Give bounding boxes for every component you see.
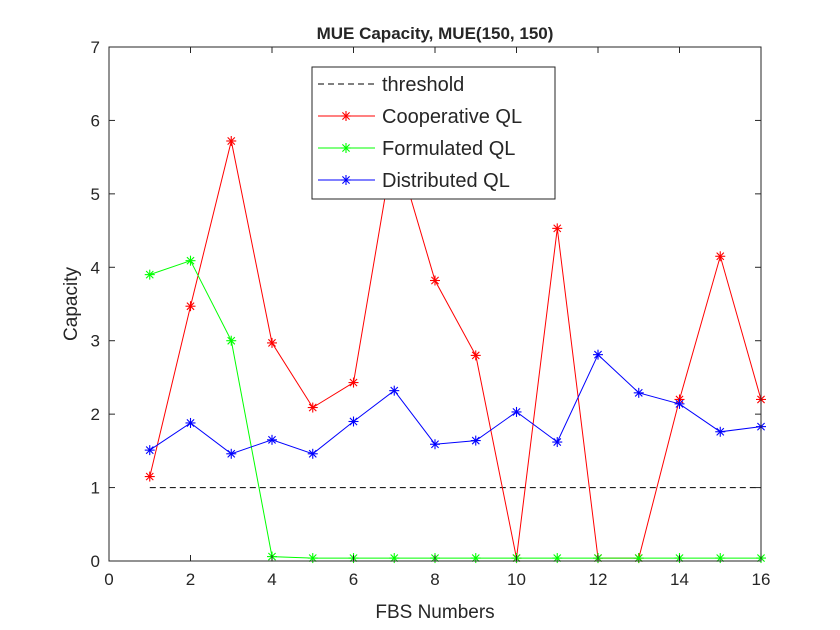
legend-marker (341, 111, 351, 121)
x-tick-label: 8 (430, 570, 439, 589)
data-point (348, 377, 359, 388)
data-point (715, 553, 726, 564)
legend-item: Distributed QL (318, 170, 510, 192)
y-tick-label: 0 (91, 552, 100, 571)
data-point (633, 387, 644, 398)
data-point (552, 553, 563, 564)
x-tick-label: 14 (670, 570, 689, 589)
x-axis-label: FBS Numbers (375, 602, 494, 623)
data-point (470, 350, 481, 361)
y-tick-label: 1 (91, 479, 100, 498)
x-tick-label: 16 (752, 570, 771, 589)
x-tick-label: 10 (507, 570, 526, 589)
x-tick-label: 6 (349, 570, 358, 589)
series-line (149, 140, 762, 559)
legend-item: threshold (318, 74, 464, 96)
data-point (674, 398, 685, 409)
data-point (430, 439, 440, 450)
y-tick-label: 4 (91, 258, 100, 277)
data-point (267, 337, 277, 348)
data-point (470, 553, 481, 564)
data-point (144, 471, 155, 482)
series-line (149, 260, 761, 559)
data-point (226, 135, 237, 146)
y-tick-label: 6 (91, 111, 100, 130)
data-point (633, 553, 644, 564)
legend: threshold Cooperative QL Formulated QL Dist… (311, 66, 556, 200)
data-point (389, 553, 400, 564)
data-point (470, 435, 481, 446)
y-tick-label: 7 (91, 38, 100, 57)
x-tick-label: 2 (186, 570, 195, 589)
data-point (185, 417, 196, 428)
y-tick-label: 3 (91, 332, 100, 351)
chart-title: MUE Capacity, MUE(150, 150) (317, 24, 554, 43)
data-point (593, 349, 603, 360)
series-line (149, 353, 762, 455)
data-point (307, 553, 318, 564)
data-point (185, 255, 196, 266)
legend-item: Cooperative QL (318, 106, 522, 128)
data-point (185, 301, 196, 312)
data-point (511, 406, 522, 417)
data-point (430, 275, 440, 286)
data-point (226, 448, 237, 459)
legend-marker (341, 143, 351, 153)
legend-marker (341, 175, 351, 185)
y-tick-label: 5 (91, 185, 100, 204)
data-point (348, 416, 359, 427)
data-point (307, 402, 318, 413)
legend-label: threshold (382, 74, 464, 96)
data-point (552, 437, 563, 448)
y-axis-label: Capacity (61, 267, 82, 341)
legend-label: Formulated QL (382, 138, 515, 160)
data-point (144, 269, 155, 280)
data-point (552, 223, 563, 234)
data-point (307, 448, 318, 459)
data-point (715, 251, 726, 262)
legend-item: Formulated QL (318, 138, 515, 160)
legend-label: Distributed QL (382, 170, 510, 192)
x-tick-label: 12 (589, 570, 608, 589)
legend-label: Cooperative QL (382, 106, 522, 128)
data-point (226, 335, 237, 346)
data-point (389, 385, 400, 396)
data-point (267, 434, 277, 445)
x-tick-label: 0 (104, 570, 113, 589)
series-distributed-ql (144, 349, 766, 459)
y-tick-label: 2 (91, 405, 100, 424)
data-point (715, 426, 726, 437)
legend-box (311, 66, 556, 200)
x-tick-label: 4 (267, 570, 276, 589)
data-point (144, 445, 155, 456)
